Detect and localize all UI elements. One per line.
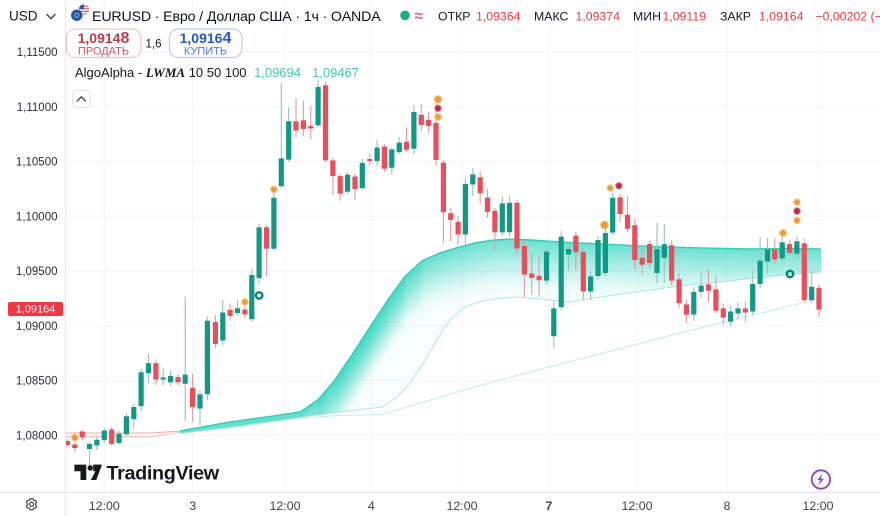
- svg-text:AlgoAlpha - LWMA 10 50 100: AlgoAlpha - LWMA 10 50 100: [75, 65, 247, 80]
- svg-text:12:00: 12:00: [269, 499, 300, 513]
- svg-text:4: 4: [368, 499, 375, 513]
- svg-text:12:00: 12:00: [621, 499, 652, 513]
- svg-text:МИН: МИН: [633, 10, 661, 24]
- svg-text:ОТКР: ОТКР: [438, 10, 470, 24]
- svg-text:ЗАКР: ЗАКР: [720, 10, 751, 24]
- svg-text:1,08000: 1,08000: [16, 430, 58, 442]
- svg-text:1,10000: 1,10000: [16, 211, 58, 223]
- svg-text:−0,00202 (−0,1: −0,00202 (−0,1: [816, 10, 880, 24]
- svg-text:ПРОДАТЬ: ПРОДАТЬ: [78, 46, 129, 58]
- svg-text:1,09500: 1,09500: [16, 266, 58, 278]
- svg-text:12:00: 12:00: [89, 499, 120, 513]
- svg-text:1,09119: 1,09119: [663, 10, 707, 24]
- svg-text:1,09164: 1,09164: [180, 30, 232, 47]
- svg-text:8: 8: [724, 499, 731, 513]
- svg-text:МАКС: МАКС: [534, 10, 568, 24]
- svg-text:1,09148: 1,09148: [78, 30, 130, 47]
- svg-text:1,08500: 1,08500: [16, 376, 58, 388]
- svg-text:12:00: 12:00: [802, 499, 833, 513]
- svg-text:≈: ≈: [415, 8, 424, 25]
- svg-text:USD: USD: [9, 9, 38, 24]
- svg-text:КУПИТЬ: КУПИТЬ: [184, 46, 227, 58]
- svg-text:1,09364: 1,09364: [476, 10, 521, 24]
- svg-text:1,09374: 1,09374: [576, 10, 621, 24]
- svg-text:1,10500: 1,10500: [16, 157, 58, 169]
- svg-text:1,09694: 1,09694: [254, 65, 301, 80]
- svg-text:7: 7: [546, 499, 553, 513]
- svg-text:1,09164: 1,09164: [759, 10, 804, 24]
- svg-text:1,11000: 1,11000: [17, 102, 58, 114]
- svg-text:EURUSD · Евро / Доллар США · 1: EURUSD · Евро / Доллар США · 1ч · OANDA: [92, 9, 381, 25]
- svg-text:1,6: 1,6: [146, 39, 162, 51]
- svg-text:TradingView: TradingView: [107, 462, 220, 484]
- svg-text:1,09000: 1,09000: [16, 321, 58, 333]
- svg-text:1,11500: 1,11500: [17, 47, 58, 59]
- svg-text:12:00: 12:00: [446, 499, 477, 513]
- svg-text:1,09467: 1,09467: [312, 65, 359, 80]
- svg-text:1,09164: 1,09164: [16, 304, 56, 316]
- svg-text:3: 3: [189, 499, 196, 513]
